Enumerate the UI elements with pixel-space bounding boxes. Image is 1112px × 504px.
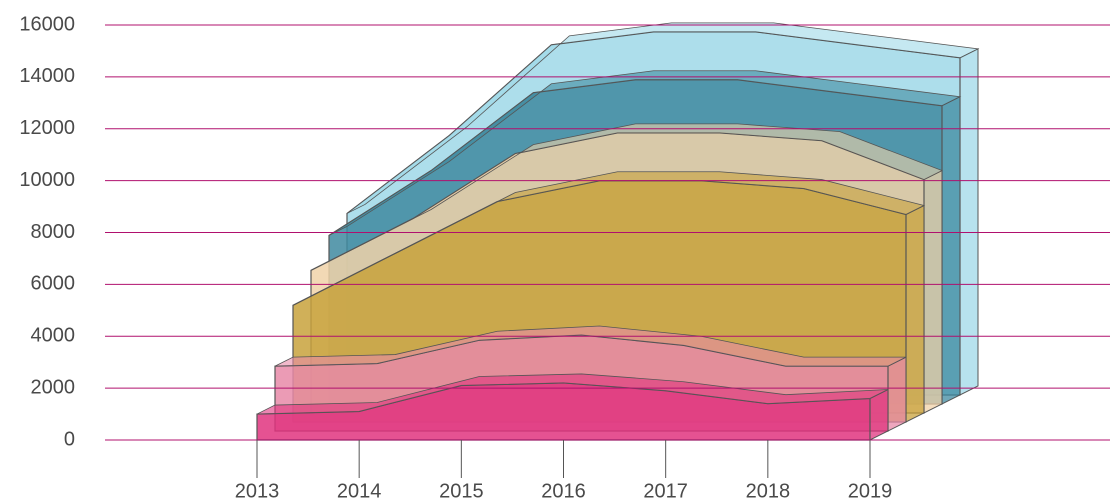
x-tick-label: 2015 — [439, 480, 484, 502]
x-tick-label: 2019 — [848, 480, 893, 502]
y-tick-label: 2000 — [31, 376, 76, 398]
y-tick-label: 4000 — [31, 325, 76, 347]
y-tick-label: 14000 — [19, 65, 75, 87]
area-side — [941, 95, 961, 405]
area-top — [292, 171, 926, 306]
y-tick-label: 16000 — [19, 13, 75, 35]
area-side — [905, 204, 925, 423]
area-top — [328, 70, 962, 236]
x-tick-label: 2014 — [337, 480, 382, 502]
x-tick-label: 2013 — [235, 480, 280, 502]
area-side — [923, 169, 943, 414]
x-tick-label: 2016 — [541, 480, 586, 502]
area-top — [310, 123, 943, 271]
y-tick-label: 6000 — [31, 273, 76, 295]
y-tick-label: 0 — [64, 428, 75, 450]
area-top — [346, 22, 980, 214]
area-side — [959, 48, 979, 396]
x-tick-label: 2018 — [746, 480, 791, 502]
y-tick-label: 8000 — [31, 221, 76, 243]
x-tick-label: 2017 — [643, 480, 688, 502]
y-tick-label: 12000 — [19, 117, 75, 139]
area-top — [274, 325, 907, 367]
area-top — [256, 373, 889, 415]
area-side — [887, 356, 907, 432]
y-tick-label: 10000 — [19, 169, 75, 191]
